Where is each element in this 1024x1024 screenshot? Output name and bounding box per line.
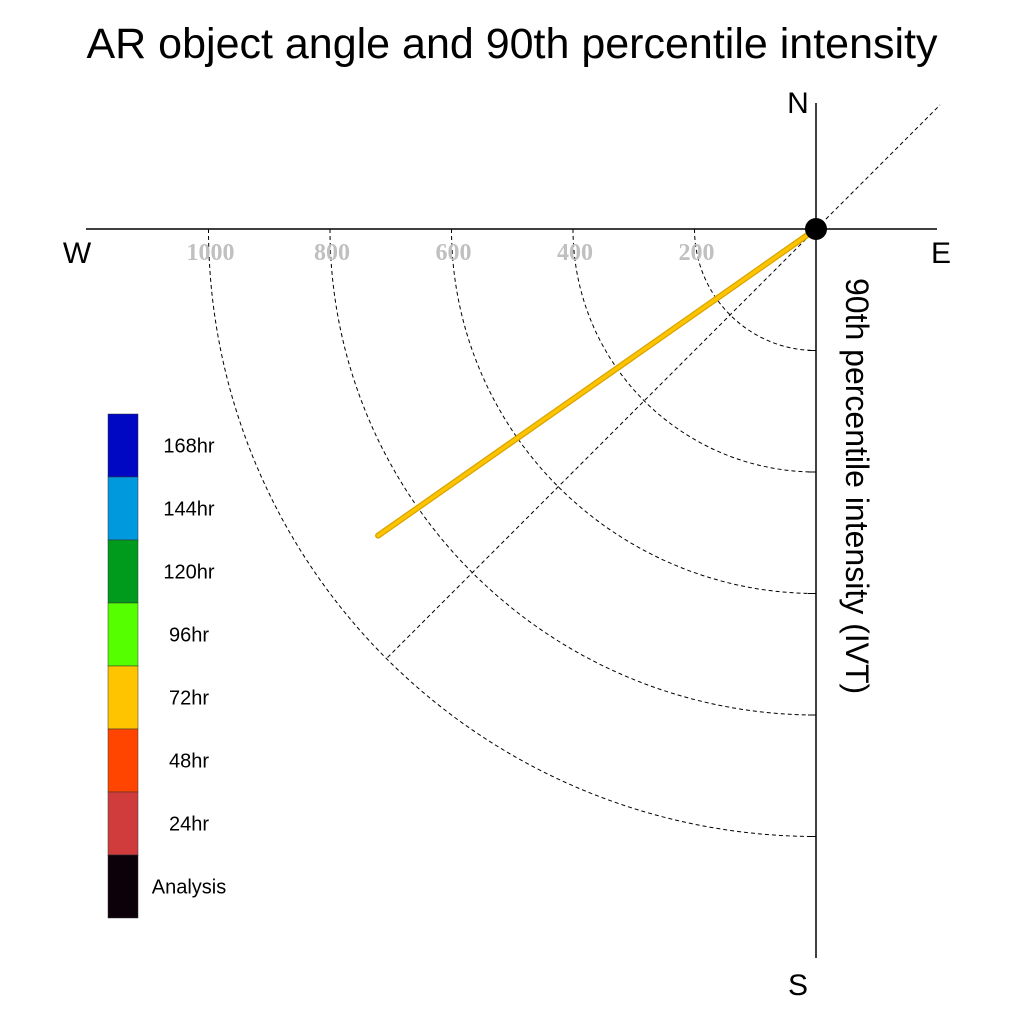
- compass-north: N: [787, 87, 809, 120]
- series-line-72hr: [376, 227, 818, 538]
- legend: 168hr 144hr 120hr 96hr 72hr 48hr 24hr Analysis: [107, 413, 226, 919]
- legend-swatch-Analysis: [107, 854, 139, 919]
- analysis-origin-marker: [805, 218, 827, 240]
- radial-tick-label-200: 200: [679, 240, 715, 266]
- legend-swatch-144hr: [107, 476, 139, 541]
- ne-diagonal-line: [815, 104, 941, 230]
- legend-label-144hr: 144hr: [163, 499, 214, 521]
- series-group: [375, 226, 819, 539]
- sw-diagonal-line: [386, 228, 817, 659]
- radial-ring-400: [572, 228, 817, 473]
- legend-swatch-24hr: [107, 791, 139, 856]
- legend-label-96hr: 96hr: [169, 625, 209, 647]
- compass-south: S: [788, 969, 808, 1002]
- radial-ring-600: [451, 228, 817, 594]
- compass-west: W: [63, 237, 92, 270]
- legend-swatch-168hr: [107, 413, 139, 478]
- radial-axis-label: 90th percentile intensity (IVT): [839, 278, 875, 694]
- radial-tick-label-800: 800: [314, 240, 350, 266]
- radial-tick-label-600: 600: [436, 240, 472, 266]
- legend-swatch-120hr: [107, 539, 139, 604]
- legend-label-168hr: 168hr: [163, 436, 214, 458]
- radial-ring-1000: [208, 228, 817, 837]
- legend-label-Analysis: Analysis: [152, 877, 226, 899]
- legend-label-24hr: 24hr: [169, 814, 209, 836]
- legend-swatch-48hr: [107, 728, 139, 793]
- chart-title: AR object angle and 90th percentile inte…: [87, 20, 938, 68]
- radial-tick-label-400: 400: [557, 240, 593, 266]
- legend-label-120hr: 120hr: [163, 562, 214, 584]
- radial-tick-label-1000: 1000: [187, 240, 235, 266]
- compass-east: E: [931, 237, 951, 270]
- legend-label-48hr: 48hr: [169, 751, 209, 773]
- radial-ring-200: [694, 228, 817, 351]
- legend-label-72hr: 72hr: [169, 688, 209, 710]
- legend-swatch-72hr: [107, 665, 139, 730]
- radial-tick-labels: 200 400 600 800 1000: [187, 240, 715, 266]
- legend-swatch-96hr: [107, 602, 139, 667]
